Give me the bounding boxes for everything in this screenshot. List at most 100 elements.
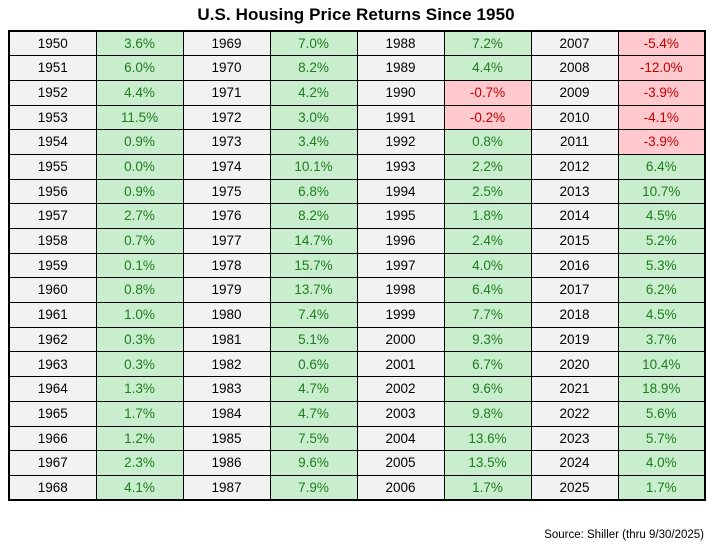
return-cell: 5.1% xyxy=(269,326,358,353)
return-cell: -0.2% xyxy=(443,104,532,131)
return-cell: 1.7% xyxy=(443,474,532,501)
table-row: 1965 1.7% 1984 4.7% 2003 9.8% 2022 5.6% xyxy=(8,400,706,427)
year-cell: 1950 xyxy=(8,30,97,57)
table-row: 1953 11.5% 1972 3.0% 1991 -0.2% 2010 -4.1% xyxy=(8,104,706,131)
table-row: 1958 0.7% 1977 14.7% 1996 2.4% 2015 5.2% xyxy=(8,228,706,254)
return-cell: 0.1% xyxy=(95,252,184,279)
return-cell: 6.4% xyxy=(617,153,706,180)
table-row: 1957 2.7% 1976 8.2% 1995 1.8% 2014 4.5% xyxy=(8,203,706,229)
year-cell: 1953 xyxy=(8,104,97,131)
return-cell: 10.4% xyxy=(617,351,706,378)
year-cell: 1986 xyxy=(182,450,271,476)
return-cell: 15.7% xyxy=(269,252,358,279)
year-cell: 1975 xyxy=(182,178,271,205)
return-cell: 0.0% xyxy=(95,153,184,180)
return-cell: 7.2% xyxy=(443,30,532,57)
year-cell: 1977 xyxy=(182,228,271,254)
return-cell: 1.8% xyxy=(443,203,532,229)
year-cell: 1954 xyxy=(8,129,97,155)
table-row: 1956 0.9% 1975 6.8% 1994 2.5% 2013 10.7% xyxy=(8,178,706,205)
return-cell: 9.6% xyxy=(443,376,532,402)
year-cell: 1991 xyxy=(356,104,445,131)
year-cell: 1992 xyxy=(356,129,445,155)
return-cell: 5.7% xyxy=(617,425,706,452)
year-cell: 1966 xyxy=(8,425,97,452)
return-cell: 4.2% xyxy=(269,79,358,106)
return-cell: 9.6% xyxy=(269,450,358,476)
year-cell: 1990 xyxy=(356,79,445,106)
return-cell: 4.0% xyxy=(443,252,532,279)
year-cell: 2013 xyxy=(530,178,619,205)
return-cell: 0.9% xyxy=(95,129,184,155)
return-cell: 10.7% xyxy=(617,178,706,205)
year-cell: 2024 xyxy=(530,450,619,476)
return-cell: 8.2% xyxy=(269,55,358,81)
return-cell: 0.3% xyxy=(95,326,184,353)
page-title: U.S. Housing Price Returns Since 1950 xyxy=(197,5,515,24)
return-cell: 0.8% xyxy=(95,277,184,304)
return-cell: 13.7% xyxy=(269,277,358,304)
return-cell: 4.4% xyxy=(443,55,532,81)
year-cell: 1963 xyxy=(8,351,97,378)
year-cell: 1984 xyxy=(182,400,271,427)
return-cell: 2.4% xyxy=(443,228,532,254)
year-cell: 2011 xyxy=(530,129,619,155)
year-cell: 1955 xyxy=(8,153,97,180)
return-cell: 2.2% xyxy=(443,153,532,180)
return-cell: 6.7% xyxy=(443,351,532,378)
year-cell: 2020 xyxy=(530,351,619,378)
year-cell: 2019 xyxy=(530,326,619,353)
return-cell: 0.8% xyxy=(443,129,532,155)
return-cell: 4.4% xyxy=(95,79,184,106)
return-cell: 5.2% xyxy=(617,228,706,254)
year-cell: 2009 xyxy=(530,79,619,106)
table-row: 1961 1.0% 1980 7.4% 1999 7.7% 2018 4.5% xyxy=(8,302,706,328)
table-row: 1967 2.3% 1986 9.6% 2005 13.5% 2024 4.0% xyxy=(8,450,706,476)
return-cell: 6.4% xyxy=(443,277,532,304)
table-row: 1952 4.4% 1971 4.2% 1990 -0.7% 2009 -3.9% xyxy=(8,79,706,106)
return-cell: 7.9% xyxy=(269,474,358,501)
return-cell: 7.4% xyxy=(269,302,358,328)
year-cell: 1994 xyxy=(356,178,445,205)
return-cell: 9.8% xyxy=(443,400,532,427)
year-cell: 1951 xyxy=(8,55,97,81)
year-cell: 2007 xyxy=(530,30,619,57)
year-cell: 1960 xyxy=(8,277,97,304)
return-cell: 13.6% xyxy=(443,425,532,452)
return-cell: -5.4% xyxy=(617,30,706,57)
table-row: 1963 0.3% 1982 0.6% 2001 6.7% 2020 10.4% xyxy=(8,351,706,378)
return-cell: 1.3% xyxy=(95,376,184,402)
year-cell: 2022 xyxy=(530,400,619,427)
year-cell: 2023 xyxy=(530,425,619,452)
return-cell: 11.5% xyxy=(95,104,184,131)
return-cell: -0.7% xyxy=(443,79,532,106)
return-cell: 14.7% xyxy=(269,228,358,254)
year-cell: 2016 xyxy=(530,252,619,279)
return-cell: 1.7% xyxy=(95,400,184,427)
return-cell: 0.7% xyxy=(95,228,184,254)
return-cell: 4.5% xyxy=(617,203,706,229)
return-cell: 0.9% xyxy=(95,178,184,205)
year-cell: 1956 xyxy=(8,178,97,205)
year-cell: 2003 xyxy=(356,400,445,427)
year-cell: 1985 xyxy=(182,425,271,452)
return-cell: -3.9% xyxy=(617,79,706,106)
table-row: 1968 4.1% 1987 7.9% 2006 1.7% 2025 1.7% xyxy=(8,474,706,501)
year-cell: 1987 xyxy=(182,474,271,501)
year-cell: 1978 xyxy=(182,252,271,279)
return-cell: 18.9% xyxy=(617,376,706,402)
return-cell: 6.8% xyxy=(269,178,358,205)
year-cell: 2015 xyxy=(530,228,619,254)
year-cell: 2005 xyxy=(356,450,445,476)
return-cell: 1.0% xyxy=(95,302,184,328)
year-cell: 2004 xyxy=(356,425,445,452)
year-cell: 2021 xyxy=(530,376,619,402)
year-cell: 1995 xyxy=(356,203,445,229)
year-cell: 1981 xyxy=(182,326,271,353)
year-cell: 1970 xyxy=(182,55,271,81)
table-row: 1954 0.9% 1973 3.4% 1992 0.8% 2011 -3.9% xyxy=(8,129,706,155)
year-cell: 1965 xyxy=(8,400,97,427)
return-cell: 7.5% xyxy=(269,425,358,452)
table-row: 1959 0.1% 1978 15.7% 1997 4.0% 2016 5.3% xyxy=(8,252,706,279)
return-cell: 2.3% xyxy=(95,450,184,476)
